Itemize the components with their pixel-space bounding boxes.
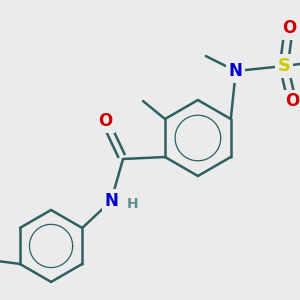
Text: O: O xyxy=(98,112,112,130)
Text: H: H xyxy=(127,197,139,211)
Text: O: O xyxy=(282,19,296,37)
Text: N: N xyxy=(229,62,243,80)
Text: O: O xyxy=(285,92,299,110)
Text: S: S xyxy=(277,57,290,75)
Text: N: N xyxy=(104,192,118,210)
